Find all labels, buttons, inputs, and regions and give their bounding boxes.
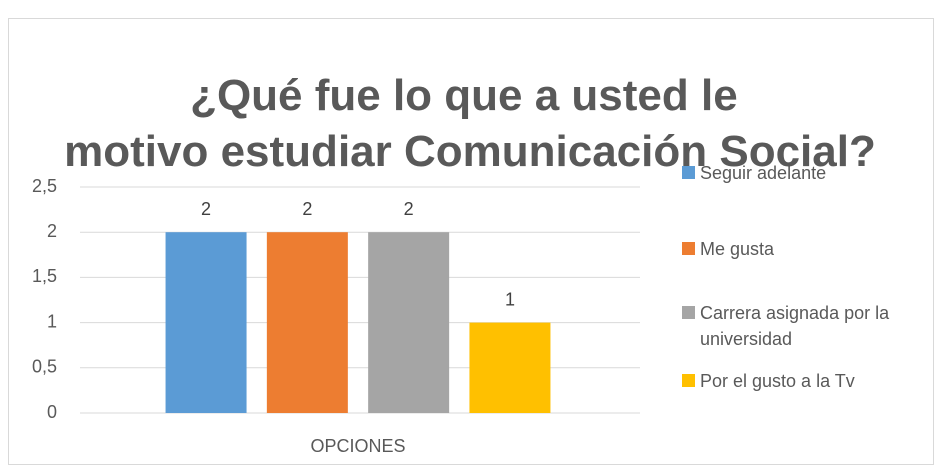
y-tick-label: 2,5: [32, 176, 57, 196]
legend-label: Por el gusto a la Tv: [700, 371, 855, 391]
y-tick-label: 0: [47, 402, 57, 422]
legend-swatch: [682, 242, 695, 255]
data-label: 2: [201, 199, 211, 219]
legend-swatch: [682, 306, 695, 319]
bar: [165, 232, 247, 413]
x-tick-label: OPCIONES: [310, 436, 405, 456]
data-label: 1: [505, 289, 515, 309]
y-tick-label: 0,5: [32, 357, 57, 377]
legend-item: Por el gusto a la Tv: [682, 368, 932, 394]
y-tick-label: 2: [47, 221, 57, 241]
data-label: 2: [404, 199, 414, 219]
title-line: ¿Qué fue lo que a usted le: [190, 71, 738, 120]
bar: [368, 232, 450, 413]
legend-label: Seguir adelante: [700, 163, 827, 183]
data-label: 2: [302, 199, 312, 219]
legend-label: Carrera asignada por la universidad: [700, 303, 890, 349]
legend-label: Me gusta: [700, 239, 775, 259]
bar: [266, 232, 348, 413]
y-tick-label: 1,5: [32, 266, 57, 286]
legend-swatch: [682, 374, 695, 387]
title-line: motivo estudiar Comunicación Social?: [64, 127, 876, 176]
bar: [469, 322, 551, 413]
legend-item: Carrera asignada por la universidad: [682, 300, 932, 352]
legend-item: Seguir adelante: [682, 160, 932, 186]
y-tick-label: 1: [47, 311, 57, 331]
legend-item: Me gusta: [682, 236, 932, 262]
chart-title: ¿Qué fue lo que a usted le motivo estudi…: [64, 71, 876, 176]
legend-swatch: [682, 166, 695, 179]
